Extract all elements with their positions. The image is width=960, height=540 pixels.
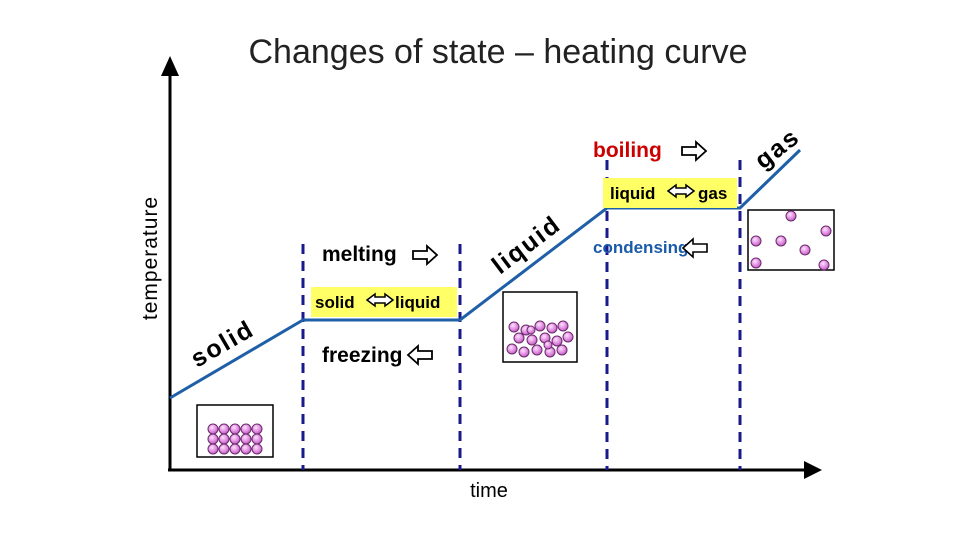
y-axis-arrowhead — [161, 56, 179, 76]
gas-particles — [750, 210, 832, 271]
solid-liquid-right: liquid — [395, 293, 440, 312]
phase-boundaries — [301, 160, 742, 470]
liquid-gas-right: gas — [698, 184, 727, 203]
heating-curve — [169, 148, 802, 400]
page-title: Changes of state – heating curve — [249, 33, 748, 71]
solid-particles-box — [196, 404, 274, 458]
boiling-label: boiling — [593, 139, 662, 162]
left-double-arrow-icon — [406, 343, 433, 367]
solid-phase-label: solid — [186, 315, 259, 373]
right-double-arrow-icon — [681, 139, 708, 163]
gas-phase-label: gas — [749, 122, 805, 174]
left-right-double-arrow-icon — [365, 292, 395, 308]
condensing-label: condensing — [593, 238, 688, 257]
liquid-particles — [506, 320, 574, 358]
y-axis-label: temperature — [139, 196, 162, 320]
solid-particles — [207, 423, 263, 455]
x-axis-arrowhead — [804, 461, 822, 479]
left-right-double-arrow-icon — [666, 183, 696, 199]
left-double-arrow-icon — [681, 237, 708, 259]
liquid-particles-box — [502, 291, 578, 363]
melting-label: melting — [322, 243, 397, 266]
right-double-arrow-icon — [412, 243, 439, 267]
gas-particles-box — [747, 209, 835, 271]
x-axis-label: time — [470, 480, 508, 502]
freezing-label: freezing — [322, 344, 403, 367]
solid-liquid-left: solid — [315, 293, 355, 312]
solid-liquid-label: solid — [315, 293, 355, 312]
liquid-gas-left: liquid — [610, 184, 655, 203]
